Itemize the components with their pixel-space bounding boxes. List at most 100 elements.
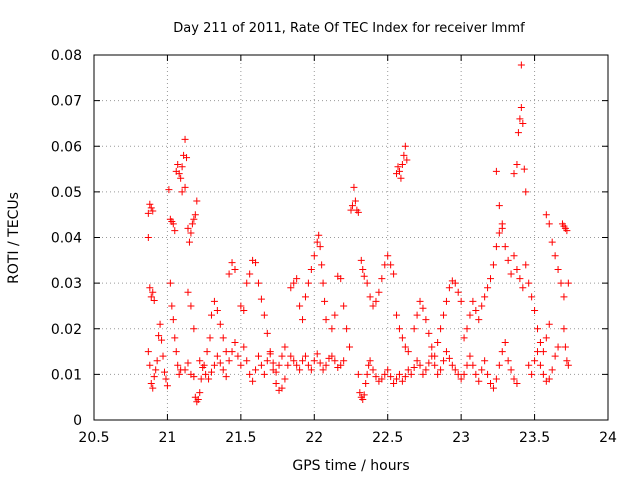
data-point xyxy=(387,261,395,269)
data-point xyxy=(398,377,406,385)
data-point xyxy=(563,227,571,235)
data-point xyxy=(184,288,192,296)
data-point xyxy=(487,380,495,387)
data-point xyxy=(510,375,518,383)
data-point xyxy=(146,361,154,369)
data-point xyxy=(425,359,433,367)
data-point xyxy=(440,357,448,365)
data-point xyxy=(166,279,174,287)
data-point xyxy=(460,370,468,378)
data-point xyxy=(284,361,292,369)
data-point xyxy=(213,352,221,360)
data-point xyxy=(160,368,168,376)
data-point xyxy=(466,311,474,319)
data-point xyxy=(492,243,500,251)
data-point xyxy=(536,361,544,369)
data-point xyxy=(287,284,295,292)
data-point xyxy=(174,361,182,369)
data-point xyxy=(310,357,318,365)
data-point xyxy=(318,261,326,269)
data-point xyxy=(316,359,324,367)
data-point xyxy=(331,357,339,365)
y-tick-label: 0.07 xyxy=(51,94,82,110)
data-point xyxy=(557,279,565,287)
data-point xyxy=(437,325,445,333)
data-point xyxy=(169,220,177,228)
data-point xyxy=(437,366,445,374)
data-point xyxy=(346,343,354,351)
x-tick-labels: 20.5 21 21.5 22 22.5 23 23.5 24 xyxy=(78,430,617,446)
data-point xyxy=(495,361,503,369)
data-point xyxy=(228,348,236,356)
data-point xyxy=(163,382,171,390)
data-point xyxy=(307,265,315,273)
data-point xyxy=(162,375,170,383)
data-point xyxy=(319,279,327,287)
data-point xyxy=(301,352,309,360)
data-point xyxy=(237,361,245,369)
data-point xyxy=(171,227,179,235)
y-tick-label: 0.02 xyxy=(51,322,82,338)
data-point xyxy=(495,229,503,237)
data-point xyxy=(257,361,265,369)
data-point xyxy=(363,279,371,287)
data-point xyxy=(560,293,568,301)
data-point xyxy=(536,338,544,346)
data-point xyxy=(263,357,271,365)
data-point xyxy=(454,370,462,378)
data-point xyxy=(501,338,509,346)
data-point xyxy=(487,275,495,283)
data-point xyxy=(269,359,277,367)
data-point xyxy=(149,288,157,296)
data-point xyxy=(434,338,442,346)
data-point xyxy=(551,252,559,260)
data-point xyxy=(528,370,536,378)
data-point xyxy=(534,325,542,333)
data-point xyxy=(272,368,280,376)
data-point xyxy=(410,325,418,333)
data-point xyxy=(144,209,152,217)
data-point xyxy=(407,370,415,378)
data-point xyxy=(484,284,492,292)
data-point xyxy=(520,165,528,173)
x-tick-label: 20.5 xyxy=(78,430,109,446)
data-point xyxy=(313,350,321,358)
data-point xyxy=(181,366,189,374)
data-point xyxy=(178,188,186,196)
data-point xyxy=(434,370,442,378)
data-point xyxy=(517,61,525,69)
data-point xyxy=(240,307,248,314)
data-point xyxy=(516,115,524,123)
data-point xyxy=(144,348,152,356)
data-point xyxy=(184,359,192,367)
y-tick-labels: 0 0.01 0.02 0.03 0.04 0.05 0.06 0.07 0.08 xyxy=(51,48,82,429)
data-point xyxy=(542,211,550,219)
data-point xyxy=(463,325,471,333)
data-point xyxy=(246,270,254,278)
data-point xyxy=(410,364,418,372)
data-point xyxy=(395,370,403,378)
data-point xyxy=(413,311,421,319)
data-point xyxy=(545,220,553,228)
data-point xyxy=(510,170,518,178)
data-point xyxy=(216,359,224,367)
data-point xyxy=(196,357,204,365)
data-point xyxy=(310,252,318,260)
data-point xyxy=(362,380,370,387)
data-point xyxy=(404,348,412,356)
data-point xyxy=(522,188,530,196)
data-point xyxy=(203,348,211,356)
data-point xyxy=(187,229,195,237)
data-point xyxy=(184,224,192,232)
data-point xyxy=(225,270,233,278)
data-point xyxy=(337,361,345,369)
data-point xyxy=(240,343,248,351)
data-point xyxy=(451,279,459,287)
data-point xyxy=(281,343,289,351)
data-point xyxy=(254,352,262,360)
axis-ticks xyxy=(93,54,609,421)
data-point xyxy=(357,256,365,264)
data-point xyxy=(478,366,486,374)
data-point xyxy=(165,186,173,194)
data-point xyxy=(359,395,367,403)
